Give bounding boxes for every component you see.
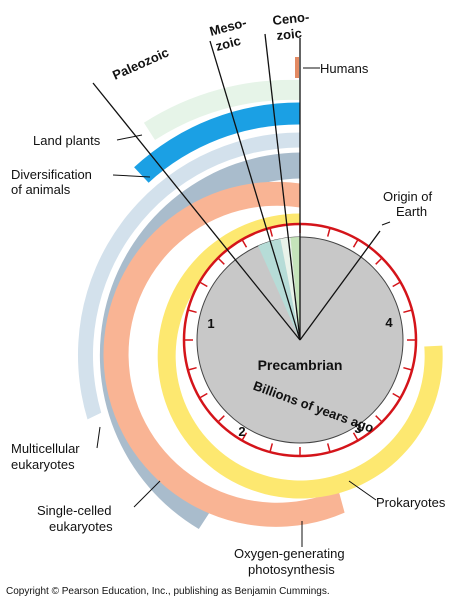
single-celled-label-line1: Single-celled — [37, 503, 111, 518]
clock-tick — [241, 239, 248, 248]
clock-tick — [217, 415, 225, 423]
callout-lines — [96, 67, 391, 547]
clock-tick — [403, 366, 413, 371]
single-celled-label-line2: eukaryotes — [49, 519, 113, 534]
center-title: Precambrian — [258, 357, 343, 373]
origin-label-line2: Earth — [396, 204, 427, 219]
clock-tick — [269, 443, 274, 453]
clock-tick — [375, 415, 383, 423]
cenozoic-line — [264, 33, 301, 341]
clock-tick — [241, 432, 248, 441]
clock-tick — [187, 366, 197, 371]
clock-tick — [392, 281, 401, 288]
clock-number-3: 3 — [354, 421, 361, 436]
land-plants-label: Land plants — [33, 133, 101, 148]
clock-tick — [375, 257, 383, 265]
clock-tick — [326, 227, 331, 237]
animal-diversification-band — [134, 102, 300, 183]
mesozoic-wedge — [280, 237, 300, 340]
paleozoic-line — [92, 82, 301, 341]
land-plants-band — [143, 79, 300, 140]
paleozoic-label: Paleozoic — [110, 45, 171, 83]
diversification-label-line2: of animals — [11, 182, 71, 197]
paleozoic-wedge — [258, 238, 300, 340]
multicellular-label-line1: Multicellular — [11, 441, 80, 456]
multicellular-label-line2: eukaryotes — [11, 457, 75, 472]
oxygen-label-line1: Oxygen-generating — [234, 546, 345, 561]
origin-label-line1: Origin of — [383, 189, 433, 204]
copyright-text: Copyright © Pearson Education, Inc., pub… — [6, 586, 330, 597]
clock-number-4: 4 — [385, 315, 393, 330]
mesozoic-line — [209, 40, 301, 341]
clock-number-1: 1 — [207, 316, 214, 331]
clock-tick — [199, 281, 208, 288]
clock-number-2: 2 — [238, 424, 245, 439]
clock-tick — [352, 432, 359, 441]
cenozoic-label-line2: zoic — [276, 25, 303, 43]
humans-label: Humans — [320, 61, 369, 76]
clock-tick — [187, 309, 197, 314]
clock-ticks — [184, 224, 416, 456]
mesozoic-label-line2: zoic — [214, 33, 242, 54]
diversification-label-line1: Diversification — [11, 167, 92, 182]
clock-tick — [403, 309, 413, 314]
origin-line — [299, 230, 381, 341]
clock-tick — [199, 392, 208, 399]
clock-tick — [326, 443, 331, 453]
humans-marker — [295, 57, 299, 78]
clock-tick — [217, 257, 225, 265]
oxygen-label-line2: photosynthesis — [248, 562, 335, 577]
clock-tick — [392, 392, 401, 399]
cenozoic-label-line1: Ceno- — [272, 9, 310, 28]
clock-tick — [269, 227, 274, 237]
prokaryotes-label: Prokaryotes — [376, 495, 446, 510]
clock-tick — [352, 239, 359, 248]
